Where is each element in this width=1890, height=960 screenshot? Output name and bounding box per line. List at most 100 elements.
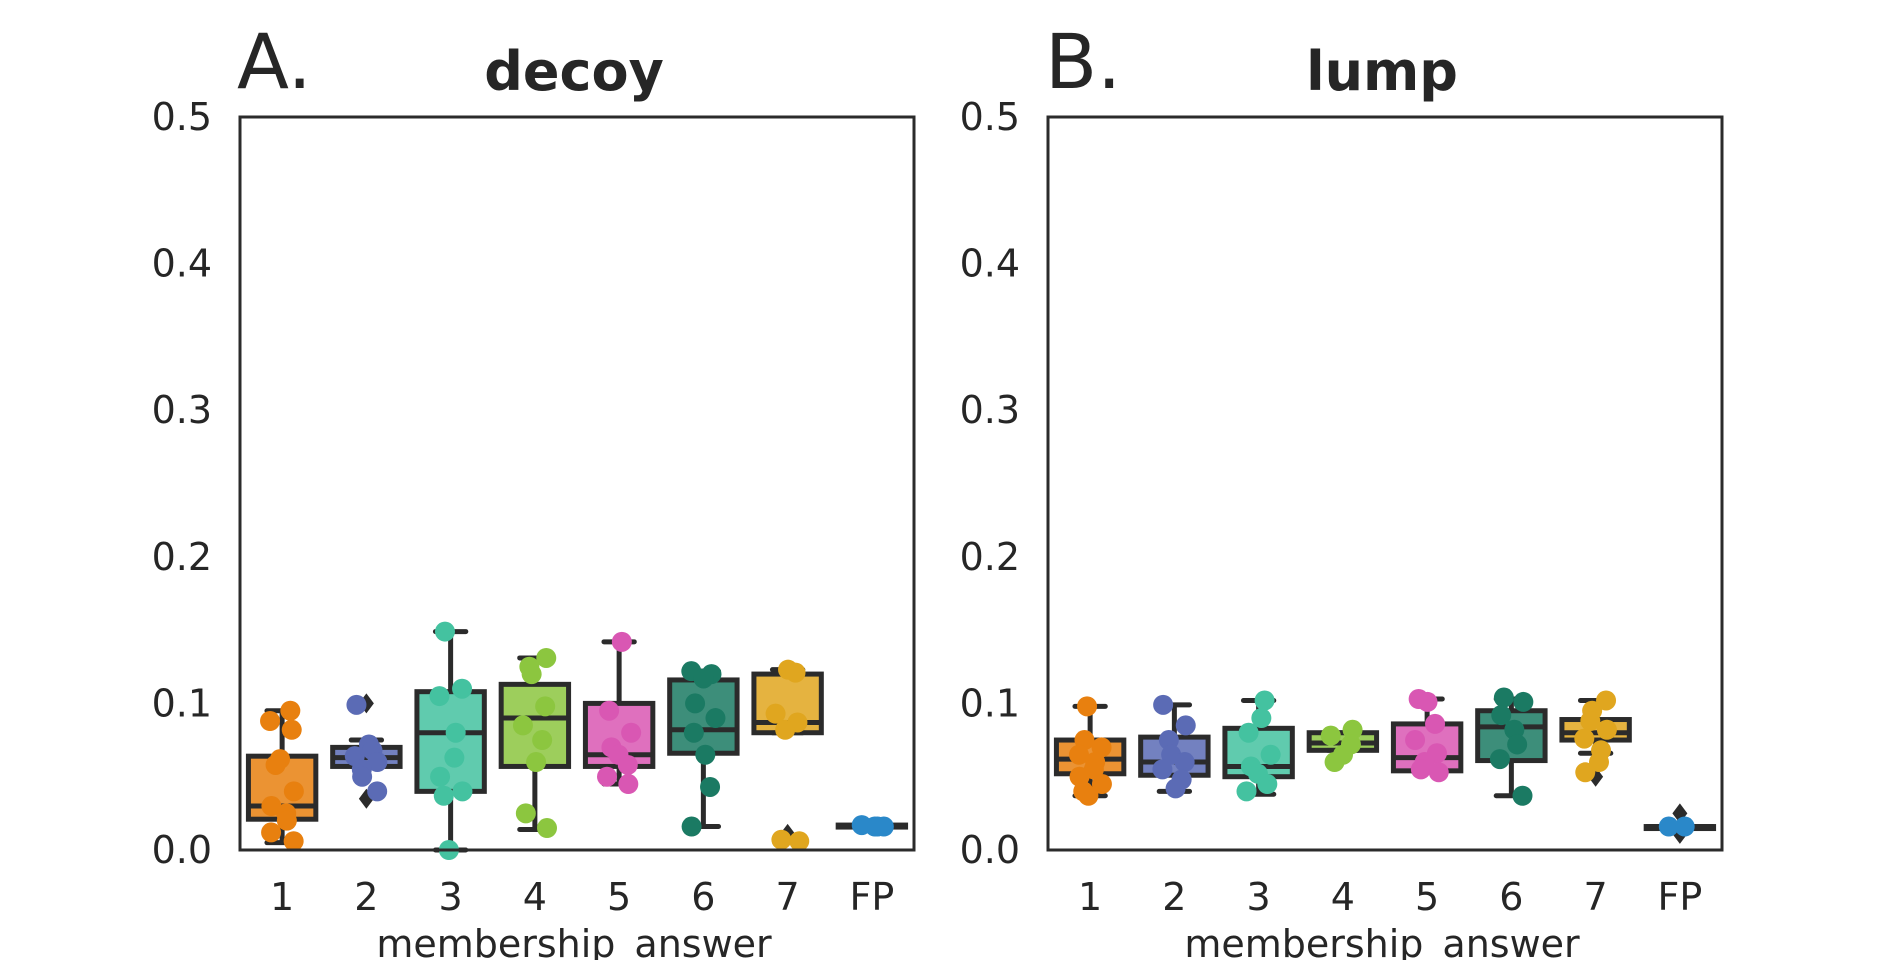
data-point [283,781,304,802]
data-point [261,822,282,843]
data-point [1165,778,1186,799]
x-tick-label: 2 [354,875,378,919]
data-point [693,668,714,689]
x-tick-label: 3 [1247,875,1271,919]
x-tick-label: 5 [607,875,631,919]
data-point [700,776,721,797]
data-point [599,700,620,721]
box-body [667,677,740,756]
data-point [705,708,726,729]
data-point [452,781,473,802]
box-6 [667,661,740,837]
data-point [1596,719,1617,740]
data-point [512,715,533,736]
box-1 [1053,696,1127,806]
data-point [434,621,455,642]
box-FP [1643,803,1717,844]
data-point [611,631,632,652]
data-point [617,754,638,775]
box-2 [1138,694,1211,799]
box-4 [498,647,572,839]
data-point [261,796,282,817]
data-point [276,810,297,831]
data-point [537,818,558,839]
data-point [618,774,639,795]
data-point [1580,710,1601,731]
y-tick-label: 0.4 [152,242,212,286]
x-axis-label: membership_answer [376,922,772,960]
box-5 [1390,689,1464,783]
data-point [1342,719,1363,740]
data-point [1324,752,1345,773]
x-tick-label: FP [849,875,894,919]
y-tick-label: 0.5 [960,95,1020,139]
x-tick-label: 3 [439,875,463,919]
data-point [1575,762,1596,783]
data-point [1491,705,1512,726]
panel-letter-b: B. [1045,17,1121,106]
data-point [1078,785,1099,806]
x-tick-label: 6 [691,875,715,919]
data-point [515,803,536,824]
x-tick-label: 1 [270,875,294,919]
data-point [367,752,388,773]
data-point [765,703,786,724]
data-point [1658,816,1679,837]
y-tick-label: 0.2 [152,535,212,579]
x-tick-label: 6 [1499,875,1523,919]
panel-title: lump [1306,40,1458,103]
data-point [621,722,642,743]
data-point [1507,734,1528,755]
data-point [433,785,454,806]
data-point [1153,694,1174,715]
panel-decoy: A. decoy membership_answer 0.0 0.1 0.2 0.3 0… [152,17,916,960]
panel-letter-a: A. [237,17,312,106]
data-point [1513,691,1534,712]
data-point [526,752,547,773]
data-point [430,766,451,787]
data-point [1596,690,1617,711]
y-tick-label: 0.0 [152,828,212,872]
plot-frame [238,115,916,852]
x-tick-label: 5 [1415,875,1439,919]
data-point [1417,691,1438,712]
data-point [346,694,367,715]
data-point [281,719,302,740]
plot-frame [1046,115,1724,852]
y-tick-label: 0.3 [152,388,212,432]
box-7 [751,659,824,852]
data-point [1077,696,1098,717]
box-body [414,689,487,794]
data-point [1152,759,1173,780]
data-point [1238,722,1259,743]
box-3 [1222,690,1295,802]
data-point [1405,730,1426,751]
data-point [1260,744,1281,765]
data-point [685,693,706,714]
data-point [283,831,304,852]
x-tick-label: 7 [776,875,800,919]
box-3 [414,621,487,860]
y-tick-label: 0.1 [152,681,212,725]
data-point [532,730,553,751]
data-point [535,696,556,717]
data-point [1674,816,1695,837]
data-point [1489,749,1510,770]
data-point [1257,774,1278,795]
data-point [1091,774,1112,795]
data-point [1251,708,1272,729]
data-point [260,710,281,731]
data-point [1158,730,1179,751]
data-point [429,686,450,707]
y-tick-label: 0.5 [152,95,212,139]
data-point [1254,690,1275,711]
x-axis-label: membership_answer [1184,922,1580,960]
data-point [867,816,888,837]
box-4 [1306,719,1380,773]
box-5 [582,631,656,795]
data-point [1236,781,1257,802]
data-point [352,766,373,787]
data-point [444,747,465,768]
data-point [1425,713,1446,734]
